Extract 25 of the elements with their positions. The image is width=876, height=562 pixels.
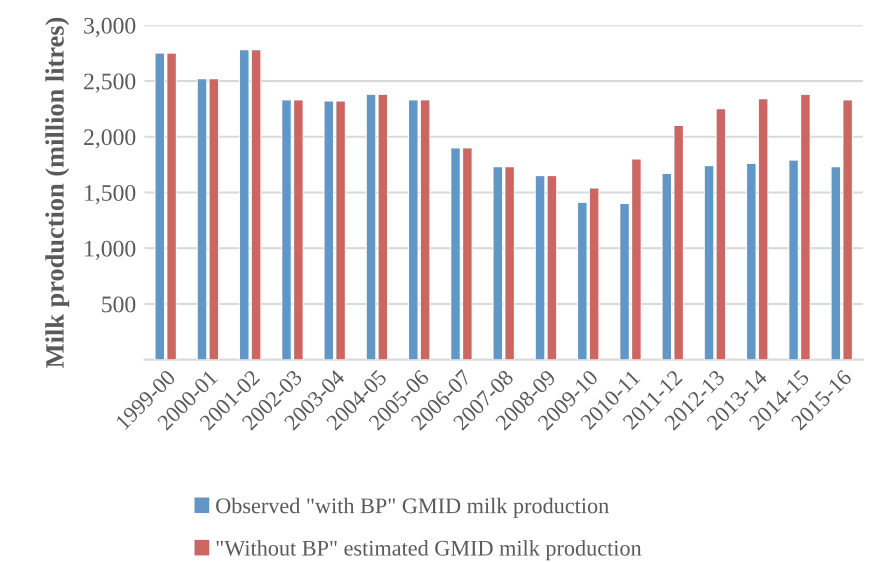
y-tick-label: 500 (102, 296, 136, 312)
bar (788, 160, 799, 360)
y-tick-label: 3,000 (84, 18, 136, 38)
bar (462, 147, 472, 360)
y-tick-label: 2,000 (84, 129, 136, 149)
bar (716, 108, 726, 360)
bar (293, 100, 304, 360)
bar (704, 165, 714, 360)
y-tick-label: 2,500 (84, 74, 136, 93)
bar (366, 94, 376, 360)
bar (800, 94, 810, 360)
bar (619, 203, 630, 360)
bar (546, 175, 557, 360)
bar (450, 147, 461, 360)
y-tick-label: 1,000 (85, 240, 136, 260)
legend-label: Observed "with BP" GMID milk production (216, 498, 609, 518)
y-tick-label: 1,500 (85, 184, 136, 204)
y-axis-title: Milk production (million litres) (45, 18, 70, 368)
bar (196, 78, 208, 360)
bar (281, 100, 292, 360)
bar (631, 158, 642, 360)
bar (378, 94, 388, 360)
bar (208, 78, 219, 360)
legend-label: "Without BP" estimated GMID milk production (216, 540, 642, 560)
bar (534, 175, 546, 360)
